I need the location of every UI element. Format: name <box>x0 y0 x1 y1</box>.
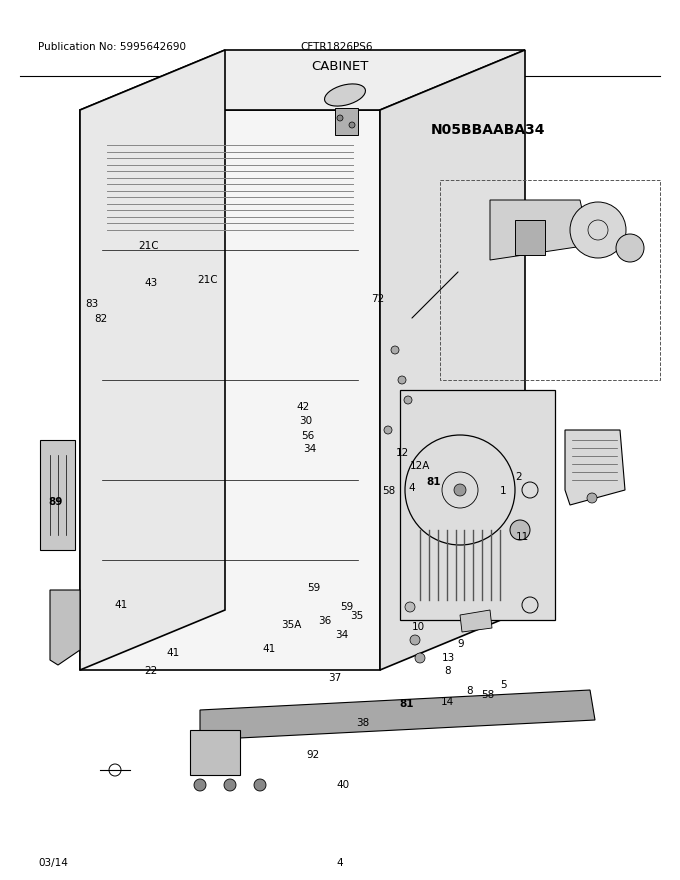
Polygon shape <box>80 110 380 670</box>
Circle shape <box>194 779 206 791</box>
Text: 22: 22 <box>144 665 158 676</box>
Circle shape <box>391 346 399 354</box>
Text: 37: 37 <box>328 672 341 683</box>
Text: 21C: 21C <box>197 275 218 285</box>
Text: 41: 41 <box>167 648 180 658</box>
Circle shape <box>254 779 266 791</box>
Text: 11: 11 <box>515 532 529 542</box>
Text: 4: 4 <box>337 858 343 868</box>
Polygon shape <box>50 590 80 665</box>
Text: 59: 59 <box>340 602 354 612</box>
Text: 41: 41 <box>262 644 275 655</box>
Text: 13: 13 <box>442 653 456 664</box>
Text: 41: 41 <box>114 600 128 611</box>
Polygon shape <box>200 690 595 740</box>
Text: 81: 81 <box>426 477 441 488</box>
Polygon shape <box>400 390 555 620</box>
Text: 83: 83 <box>85 298 99 309</box>
Text: 89: 89 <box>48 496 63 507</box>
Text: 92: 92 <box>306 750 320 760</box>
Circle shape <box>570 202 626 258</box>
Text: 4: 4 <box>408 483 415 494</box>
Circle shape <box>405 602 415 612</box>
Circle shape <box>337 115 343 121</box>
Circle shape <box>454 484 466 496</box>
Circle shape <box>404 396 412 404</box>
Text: 9: 9 <box>458 639 464 649</box>
Text: 40: 40 <box>337 780 350 790</box>
Polygon shape <box>565 430 625 505</box>
Text: 82: 82 <box>94 313 107 324</box>
Polygon shape <box>190 730 240 775</box>
Text: 35A: 35A <box>281 620 301 630</box>
Polygon shape <box>335 108 358 135</box>
Polygon shape <box>380 50 525 670</box>
Text: CFTR1826PS6: CFTR1826PS6 <box>300 42 373 52</box>
Circle shape <box>415 653 425 663</box>
Text: 30: 30 <box>299 415 313 426</box>
Text: 56: 56 <box>301 431 314 442</box>
Text: 43: 43 <box>144 278 158 289</box>
Text: 03/14: 03/14 <box>38 858 68 868</box>
Text: N05BBAABA34: N05BBAABA34 <box>431 123 545 137</box>
Polygon shape <box>490 200 590 260</box>
Polygon shape <box>102 125 358 655</box>
Text: CABINET: CABINET <box>311 60 369 73</box>
Polygon shape <box>80 50 525 110</box>
Text: 58: 58 <box>481 690 495 700</box>
Text: 42: 42 <box>296 401 309 412</box>
Text: 38: 38 <box>356 718 369 729</box>
Circle shape <box>587 493 597 503</box>
Text: 5: 5 <box>500 679 507 690</box>
Polygon shape <box>515 220 545 255</box>
Polygon shape <box>460 610 492 632</box>
Text: 12A: 12A <box>410 461 430 472</box>
Text: 36: 36 <box>318 616 332 627</box>
Text: 59: 59 <box>307 583 321 593</box>
Ellipse shape <box>324 84 365 106</box>
Circle shape <box>349 122 355 128</box>
Text: 8: 8 <box>444 665 451 676</box>
Text: 72: 72 <box>371 294 384 304</box>
Text: 21C: 21C <box>138 241 158 252</box>
Text: Publication No: 5995642690: Publication No: 5995642690 <box>38 42 186 52</box>
Text: 81: 81 <box>399 699 414 709</box>
Text: 8: 8 <box>466 686 473 696</box>
Circle shape <box>398 376 406 384</box>
Text: 34: 34 <box>335 630 348 641</box>
Text: 10: 10 <box>411 621 425 632</box>
Circle shape <box>224 779 236 791</box>
Polygon shape <box>80 50 225 670</box>
Text: 35: 35 <box>350 611 364 621</box>
Polygon shape <box>40 440 75 550</box>
Circle shape <box>510 520 530 540</box>
Text: 2: 2 <box>515 472 522 482</box>
Text: 1: 1 <box>500 486 507 496</box>
Circle shape <box>384 426 392 434</box>
Text: 58: 58 <box>382 486 396 496</box>
Text: 14: 14 <box>441 697 454 708</box>
Text: 12: 12 <box>396 448 409 458</box>
Text: 34: 34 <box>303 444 316 454</box>
Circle shape <box>616 234 644 262</box>
Circle shape <box>410 635 420 645</box>
